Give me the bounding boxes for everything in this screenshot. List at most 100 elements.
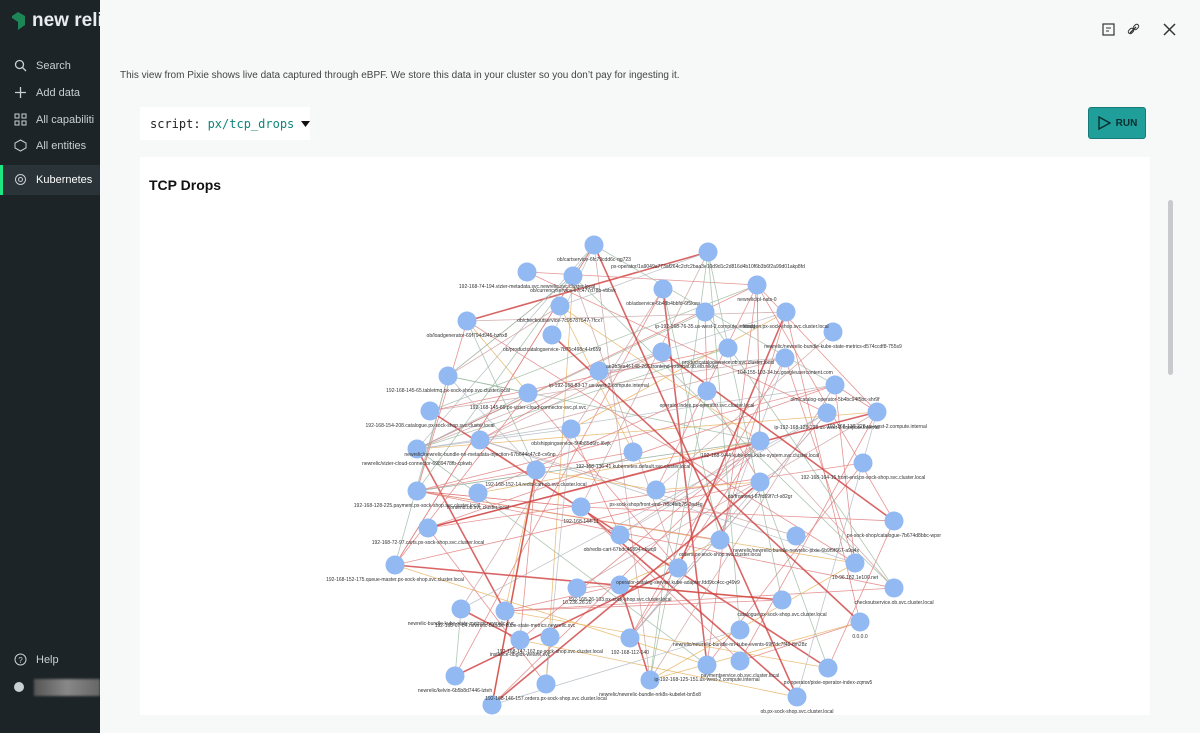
node-label: ob/checkoutservice-7c95787547-7fcx7	[517, 318, 603, 324]
run-label: RUN	[1115, 117, 1138, 129]
edge	[649, 621, 861, 681]
node-label: orders.px-sock-shop.svc.cluster.local	[679, 552, 761, 558]
node	[867, 402, 887, 422]
node	[420, 401, 440, 421]
script-selector[interactable]: script: px/tcp_drops	[140, 107, 310, 140]
logo[interactable]: new reli	[10, 10, 100, 32]
edge	[416, 244, 595, 492]
user-avatar[interactable]	[14, 682, 24, 692]
edge	[519, 440, 761, 641]
node-label: 192-168-144-11	[563, 519, 598, 525]
node	[825, 375, 845, 395]
nav-item[interactable]: Add data	[14, 86, 80, 99]
edge	[649, 390, 708, 681]
edge	[572, 275, 679, 569]
node-label: ob/loadgenerator-69f794d945-bzhx8	[427, 333, 508, 339]
node-label: 192-168-130-228.us-west-2.compute.intern…	[827, 424, 927, 430]
edge	[416, 392, 529, 450]
nav-active	[0, 165, 100, 195]
edge	[416, 347, 729, 450]
nav-label: All capabiliti	[36, 113, 95, 126]
node	[845, 553, 865, 573]
nav-item[interactable]: All capabiliti	[14, 113, 94, 126]
node	[540, 627, 560, 647]
nav-item[interactable]: Kubernetes	[14, 173, 92, 186]
link-icon[interactable]	[1127, 23, 1140, 35]
svg-text:?: ?	[18, 656, 23, 665]
edge	[394, 375, 449, 566]
close-icon[interactable]	[1163, 23, 1176, 36]
edge	[593, 244, 836, 386]
edge	[756, 284, 878, 413]
node	[589, 361, 609, 381]
edge	[570, 311, 787, 430]
node	[697, 381, 717, 401]
node	[385, 555, 405, 575]
edge	[649, 384, 836, 681]
node-label: 192-168-147-162.px-sock-shop.svc.cluster…	[497, 649, 603, 655]
node	[697, 655, 717, 675]
edge	[416, 448, 506, 612]
panel: This view from Pixie shows live data cap…	[100, 0, 1200, 733]
node-label: 192-168-74-194.vizier-metadata.svc.newre…	[459, 284, 595, 290]
node	[561, 419, 581, 439]
edge	[580, 506, 895, 522]
edge	[394, 564, 783, 601]
node-label: 192-168-128-225.payment.px-sock-shop.svc…	[354, 503, 480, 509]
nav-item[interactable]: Search	[14, 59, 71, 72]
edge	[427, 462, 864, 529]
edge	[477, 390, 708, 494]
nav-item[interactable]: All entities	[14, 139, 86, 152]
edge	[454, 608, 462, 677]
node	[468, 483, 488, 503]
edit-icon[interactable]	[1102, 23, 1115, 36]
edge	[447, 375, 537, 471]
node-label: instance-dbgids-wearel.svc	[490, 652, 551, 658]
notice: This view from Pixie shows live data cap…	[120, 70, 680, 81]
node	[470, 430, 490, 450]
node	[563, 266, 583, 286]
node	[653, 279, 673, 299]
node-label: loadgen.px-sock-shop.svc.cluster.local	[743, 324, 828, 330]
node	[750, 431, 770, 451]
node	[775, 348, 795, 368]
edge	[504, 587, 895, 612]
node-label: checkoutservice.ob.svc.cluster.local	[854, 600, 933, 606]
node	[571, 497, 591, 517]
node	[418, 518, 438, 538]
node	[823, 322, 843, 342]
node-label: newrelic/newrelic-bundle-newrelic-pixie-…	[733, 548, 859, 554]
node-label: 192-168-152-175.queue-master.px-sock-sho…	[326, 577, 464, 583]
node	[438, 366, 458, 386]
edge	[756, 284, 761, 442]
nav-item[interactable]: ? Help	[14, 653, 59, 666]
node	[710, 530, 730, 550]
node-label: productcatalogservice.ob.svc.cluster.loc…	[682, 360, 774, 366]
edge	[416, 440, 761, 492]
node-label: ps-sock-shop/front-end-7f8c4bfb75-2pd4g	[609, 502, 702, 508]
edge	[479, 351, 663, 441]
edge	[619, 539, 721, 586]
node-label: 192-168-67-84.newrelic-bundle-kube-state…	[435, 623, 576, 629]
node-label: 192-168-136-41.kubernetes.default.svc.cl…	[576, 464, 691, 470]
edge	[629, 412, 828, 639]
edge	[759, 481, 829, 669]
edge	[429, 347, 729, 412]
graph: ob/cartservice-6fc79cdd6c-qg723px-operat…	[326, 235, 941, 715]
node-label: 192-168-145-69.px-vizier-cloud-connector…	[470, 405, 587, 411]
node-label: ob/productcatalogservice-7b75c498c4-lz65…	[503, 347, 601, 353]
edge	[719, 357, 786, 541]
edge	[677, 311, 787, 569]
node	[510, 630, 530, 650]
edge	[429, 410, 829, 669]
node-label: 192-168-72-97.carts.px-sock-shop.svc.clu…	[372, 540, 485, 546]
run-button[interactable]: RUN	[1088, 107, 1146, 139]
edge	[427, 411, 878, 529]
node-label: newrelic/vizier-cloud-connector-6989478f…	[362, 461, 472, 467]
edge	[416, 451, 634, 492]
node	[457, 311, 477, 331]
node-label: px-operator/1a9049a773af264c2cfc2baa3e10…	[611, 264, 805, 270]
node	[668, 558, 688, 578]
logo-text: new reli	[32, 10, 100, 31]
node	[445, 666, 465, 686]
